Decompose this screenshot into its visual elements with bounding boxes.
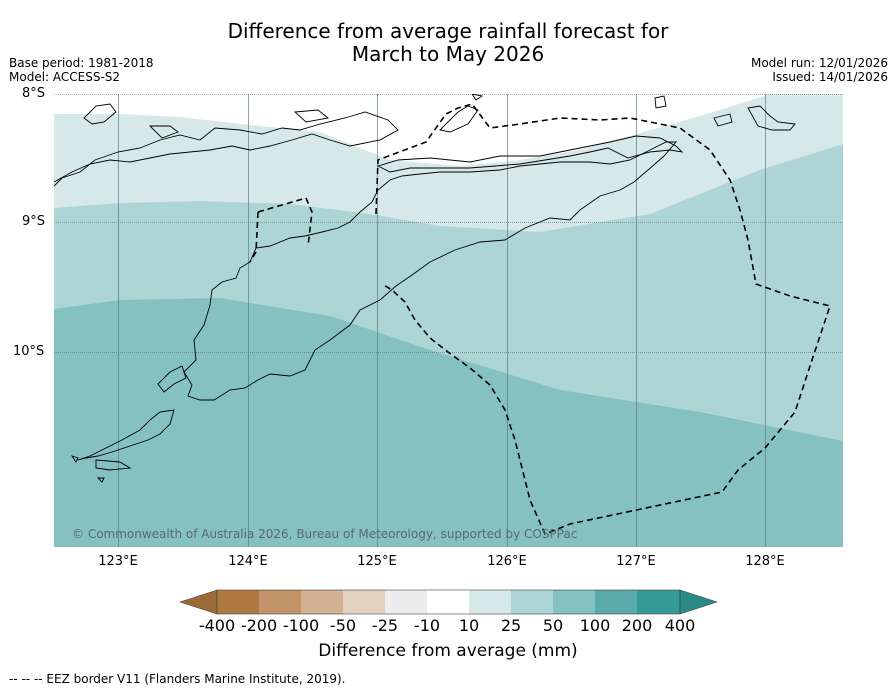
model-name: Model: ACCESS-S2 — [9, 70, 121, 84]
wetar-coast — [376, 135, 684, 173]
colorbar — [179, 589, 718, 615]
colorbar-extend-high — [679, 589, 718, 615]
colorbar-seg-4 — [385, 590, 427, 614]
colorbar-seg-5 — [427, 590, 469, 614]
rainfall-band-neutral — [54, 94, 843, 166]
title-line-2: March to May 2026 — [351, 42, 545, 66]
colorbar-seg-9 — [595, 590, 637, 614]
colorbar-label-m10: -10 — [413, 616, 441, 635]
timor-coast — [183, 141, 677, 401]
base-period: Base period: 1981-2018 — [9, 56, 154, 70]
colorbar-label-25: 25 — [500, 616, 522, 635]
eez-border — [249, 103, 832, 536]
north-islands — [83, 94, 796, 139]
colorbar-label-m25: -25 — [371, 616, 399, 635]
colorbar-seg-7 — [511, 590, 553, 614]
lat-label-10s: 10°S — [13, 344, 45, 359]
issued-date: Issued: 14/01/2026 — [772, 70, 888, 84]
colorbar-seg-1 — [259, 590, 301, 614]
meta-left: Base period: 1981-2018 Model: ACCESS-S2 — [9, 56, 154, 84]
copyright-text: © Commonwealth of Australia 2026, Bureau… — [72, 527, 577, 541]
colorbar-label-100: 100 — [579, 616, 611, 635]
colorbar-seg-0 — [217, 590, 259, 614]
colorbar-label-400: 400 — [664, 616, 696, 635]
title-line-1: Difference from average rainfall forecas… — [227, 19, 669, 43]
coastlines — [54, 94, 796, 483]
small-isles — [70, 455, 132, 483]
colorbar-seg-8 — [553, 590, 595, 614]
colorbar-label-200: 200 — [621, 616, 653, 635]
colorbar-label-m100: -100 — [282, 616, 320, 635]
colorbar-label-10: 10 — [458, 616, 480, 635]
lat-label-9s: 9°S — [22, 214, 46, 229]
colorbar-seg-10 — [637, 590, 680, 614]
flores-alor-coast — [54, 111, 399, 187]
colorbar-label-m50: -50 — [329, 616, 357, 635]
colorbar-seg-2 — [301, 590, 343, 614]
sawu-coast — [77, 409, 175, 461]
lon-label-124e: 124°E — [228, 554, 268, 569]
eez-footnote: -- -- -- EEZ border V11 (Flanders Marine… — [9, 672, 346, 686]
lon-label-127e: 127°E — [616, 554, 656, 569]
rote-coast — [157, 365, 187, 393]
meta-right: Model run: 12/01/2026 Issued: 14/01/2026 — [751, 56, 888, 84]
colorbar-seg-6 — [469, 590, 511, 614]
colorbar-title: Difference from average (mm) — [318, 641, 578, 661]
map-area: © Commonwealth of Australia 2026, Bureau… — [54, 94, 843, 547]
colorbar-label-m200: -200 — [240, 616, 278, 635]
lon-label-123e: 123°E — [98, 554, 138, 569]
model-run: Model run: 12/01/2026 — [750, 56, 888, 70]
colorbar-label-50: 50 — [542, 616, 564, 635]
lon-label-128e: 128°E — [745, 554, 785, 569]
lat-label-8s: 8°S — [22, 86, 46, 101]
colorbar-extend-low — [179, 589, 218, 615]
colorbar-seg-3 — [343, 590, 385, 614]
lon-label-126e: 126°E — [487, 554, 527, 569]
colorbar-label-m400: -400 — [198, 616, 236, 635]
lon-label-125e: 125°E — [357, 554, 397, 569]
map-title: Difference from average rainfall forecas… — [0, 20, 896, 66]
